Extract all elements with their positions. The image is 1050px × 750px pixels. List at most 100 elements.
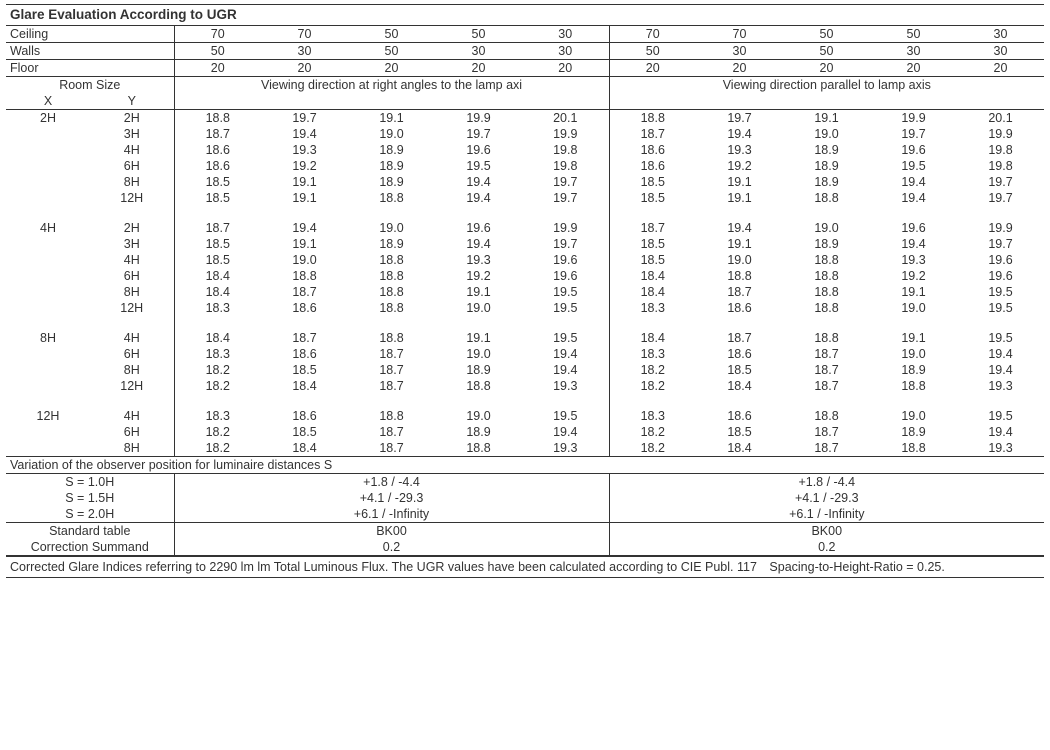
ugr-value: 18.8	[348, 190, 435, 206]
ugr-value: 19.4	[522, 362, 609, 378]
reflectance-value: 20	[783, 60, 870, 77]
ugr-value: 19.5	[957, 300, 1044, 316]
room-y-value: 2H	[90, 220, 174, 236]
reflectance-value: 20	[870, 60, 957, 77]
ugr-value: 19.4	[261, 126, 348, 142]
ugr-value: 19.1	[696, 236, 783, 252]
ugr-value: 18.7	[174, 126, 261, 142]
ugr-value: 18.3	[609, 346, 696, 362]
reflectance-value: 70	[609, 26, 696, 43]
ugr-value: 19.4	[261, 220, 348, 236]
ugr-value: 19.9	[522, 220, 609, 236]
room-x-value	[6, 158, 90, 174]
ugr-value: 19.3	[435, 252, 522, 268]
ugr-value: 19.0	[783, 126, 870, 142]
room-x-value	[6, 300, 90, 316]
reflectance-row-label: Ceiling	[6, 26, 174, 43]
room-x-value: 4H	[6, 220, 90, 236]
ugr-value: 19.7	[696, 110, 783, 126]
ugr-value: 19.0	[348, 126, 435, 142]
ugr-value: 18.5	[609, 236, 696, 252]
room-y-value: 4H	[90, 408, 174, 424]
reflectance-value: 50	[609, 43, 696, 60]
ugr-value: 19.5	[522, 408, 609, 424]
ugr-value: 19.5	[522, 300, 609, 316]
ugr-value: 19.4	[435, 236, 522, 252]
reflectance-header-table: Ceiling70705050307070505030Walls50305030…	[6, 26, 1044, 77]
ugr-value: 19.7	[435, 126, 522, 142]
room-y-value: 12H	[90, 378, 174, 394]
ugr-value: 18.2	[174, 424, 261, 440]
room-x-value	[6, 142, 90, 158]
ugr-value: 18.2	[609, 362, 696, 378]
ugr-value: 18.3	[174, 346, 261, 362]
ugr-value: 19.6	[522, 268, 609, 284]
ugr-value: 19.9	[522, 126, 609, 142]
ugr-value: 19.6	[957, 268, 1044, 284]
ugr-value: 19.3	[696, 142, 783, 158]
ugr-value: 19.3	[957, 378, 1044, 394]
ugr-value: 19.0	[261, 252, 348, 268]
room-x-value	[6, 174, 90, 190]
room-x-value	[6, 424, 90, 440]
reflectance-value: 50	[783, 26, 870, 43]
ugr-value: 18.5	[609, 190, 696, 206]
ugr-value: 18.9	[870, 362, 957, 378]
ugr-value: 18.6	[261, 346, 348, 362]
ugr-value: 18.3	[174, 408, 261, 424]
ugr-value: 19.4	[522, 346, 609, 362]
ugr-value: 18.7	[783, 424, 870, 440]
ugr-value: 19.1	[435, 284, 522, 300]
ugr-value: 19.9	[435, 110, 522, 126]
ugr-value: 19.5	[957, 408, 1044, 424]
room-x-value	[6, 362, 90, 378]
ugr-value: 18.3	[609, 300, 696, 316]
ugr-value: 19.6	[435, 220, 522, 236]
ugr-value: 18.8	[783, 268, 870, 284]
ugr-value: 18.5	[174, 190, 261, 206]
ugr-value: 19.3	[957, 440, 1044, 457]
reflectance-row-label: Walls	[6, 43, 174, 60]
ugr-value: 18.9	[348, 158, 435, 174]
ugr-value: 19.4	[522, 424, 609, 440]
ugr-data-table: 2H2H18.819.719.119.920.118.819.719.119.9…	[6, 110, 1044, 457]
ugr-value: 18.8	[435, 378, 522, 394]
ugr-value: 18.2	[609, 440, 696, 457]
ugr-value: 18.4	[261, 378, 348, 394]
ugr-value: 18.7	[348, 424, 435, 440]
room-size-label: Room Size	[6, 77, 174, 93]
ugr-value: 19.4	[696, 126, 783, 142]
ugr-value: 19.0	[435, 408, 522, 424]
reflectance-value: 50	[435, 26, 522, 43]
x-axis-label: X	[6, 93, 90, 110]
ugr-value: 19.0	[435, 300, 522, 316]
variation-label: S = 1.5H	[6, 490, 174, 506]
ugr-value: 18.9	[435, 424, 522, 440]
ugr-value: 18.9	[783, 158, 870, 174]
ugr-value: 18.4	[696, 378, 783, 394]
ugr-value: 19.4	[870, 174, 957, 190]
ugr-value: 19.9	[870, 110, 957, 126]
ugr-value: 18.7	[696, 284, 783, 300]
direction-a-label: Viewing direction at right angles to the…	[174, 77, 609, 93]
ugr-value: 19.1	[261, 236, 348, 252]
ugr-value: 18.2	[609, 378, 696, 394]
ugr-value: 19.3	[522, 440, 609, 457]
room-y-value: 12H	[90, 190, 174, 206]
y-axis-label: Y	[90, 93, 174, 110]
ugr-value: 18.5	[261, 424, 348, 440]
room-y-value: 4H	[90, 252, 174, 268]
ugr-value: 19.4	[696, 220, 783, 236]
ugr-value: 19.7	[957, 190, 1044, 206]
ugr-value: 18.8	[261, 268, 348, 284]
ugr-value: 18.7	[609, 220, 696, 236]
room-x-value: 2H	[6, 110, 90, 126]
ugr-value: 19.6	[870, 220, 957, 236]
ugr-value: 19.4	[957, 362, 1044, 378]
ugr-value: 19.0	[696, 252, 783, 268]
ugr-value: 19.1	[696, 190, 783, 206]
reflectance-value: 30	[522, 43, 609, 60]
reflectance-value: 20	[348, 60, 435, 77]
ugr-value: 19.2	[435, 268, 522, 284]
room-x-value	[6, 284, 90, 300]
